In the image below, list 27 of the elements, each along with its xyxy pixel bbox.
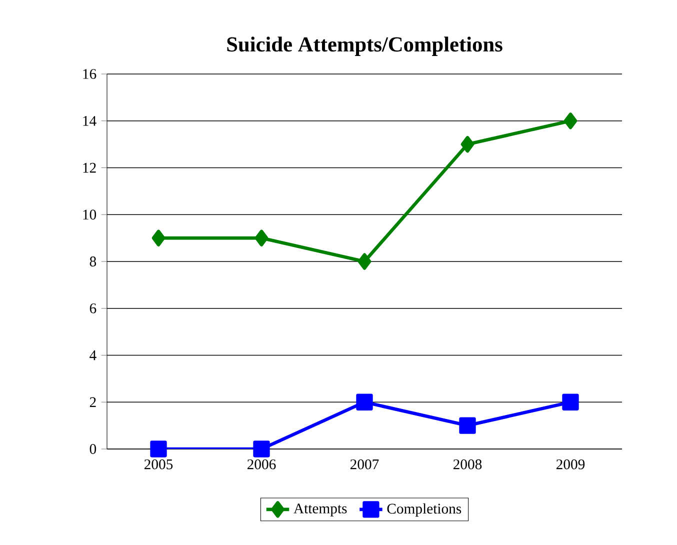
point (254, 230, 268, 246)
y-tick-label: 4 (90, 350, 96, 360)
y-tick-label: 12 (83, 162, 96, 173)
x-tick-label: 2008 (453, 459, 482, 470)
y-tick-label: 0 (90, 444, 96, 454)
point (564, 112, 578, 130)
point (358, 253, 372, 270)
point (562, 394, 579, 410)
point (253, 440, 270, 458)
legend-label: Attempts (294, 504, 347, 516)
y-tick-label: 16 (83, 69, 96, 79)
y-tick-label: 8 (90, 256, 96, 266)
chart-title: Suicide Attempts/Completions (227, 36, 502, 56)
point (150, 440, 167, 458)
y-tick-label: 14 (83, 116, 96, 126)
point (459, 417, 476, 434)
x-tick-label: 2007 (350, 459, 379, 470)
point (356, 394, 373, 410)
x-tick-label: 2009 (556, 459, 585, 470)
point (460, 136, 474, 153)
x-tick-label: 2005 (144, 459, 173, 470)
y-tick-label: 10 (83, 210, 96, 220)
y-tick-label: 6 (90, 303, 96, 314)
y-tick-label: 2 (90, 397, 96, 407)
x-tick-label: 2006 (247, 459, 276, 470)
legend-label: Completions (387, 503, 462, 517)
point (152, 230, 166, 246)
